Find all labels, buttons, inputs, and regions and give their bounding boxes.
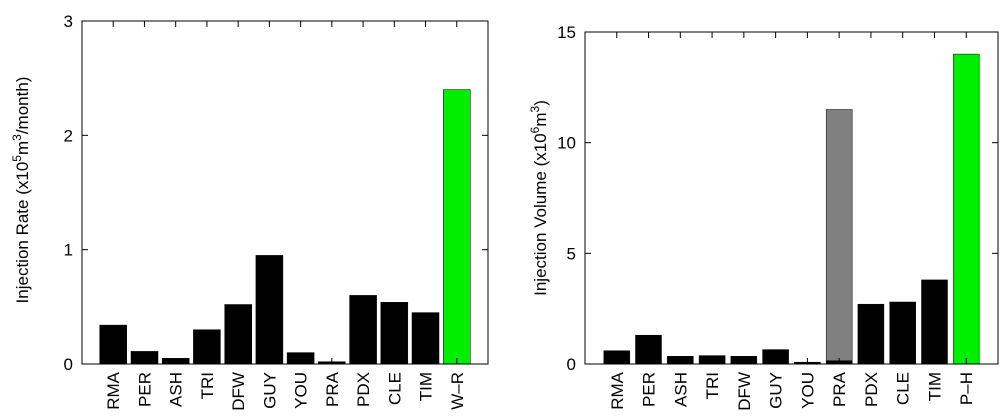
category-label: PER [135,372,154,407]
bar-overlay-pra [825,109,853,361]
bar-pdx [857,303,885,365]
category-label: TRI [198,372,217,399]
bar-tim [411,312,440,365]
category-label: P–H [957,372,976,405]
category-label: DFW [229,372,248,411]
y-tick-label: 0 [64,355,73,374]
y-axis-title-superscript: 5 [10,155,24,162]
category-label: PRA [830,371,849,407]
y-axis-title-text: ) [531,100,550,106]
y-axis-title-text: m [13,141,32,155]
category-label: RMA [104,371,123,409]
category-label: PRA [323,371,342,407]
y-tick-label: 5 [567,244,576,263]
category-label: PDX [862,372,881,407]
y-axis-title-text: m [531,112,550,126]
y-axis-title-text: Injection Rate (x10 [13,162,32,304]
bar-guy [255,255,284,365]
y-axis-title-superscript: 3 [528,105,542,112]
y-axis-title-superscript: 3 [10,134,24,141]
category-label: ASH [671,372,690,407]
y-axis-title-text: Injection Volume (x10 [531,133,550,296]
y-axis-title-superscript: 6 [528,126,542,133]
bar-pdx [349,295,377,365]
category-label: YOU [292,372,311,409]
y-tick-label: 15 [557,23,576,42]
y-axis-title: Injection Volume (x106m3) [528,100,550,296]
y-tick-label: 1 [64,241,73,260]
bar-cle [380,302,409,365]
plot-frame [81,20,489,365]
category-label: CLE [385,372,404,405]
category-label: PDX [354,372,373,407]
bar-cle [889,301,916,365]
bar-dfw [224,304,252,365]
bar-rma [99,324,127,365]
category-label: CLE [894,372,913,405]
plot-frame [584,31,999,365]
y-tick-label: 0 [567,355,576,374]
category-label: GUY [260,372,279,409]
y-tick-label: 3 [64,12,73,31]
category-label: TRI [703,372,722,399]
category-label: ASH [167,372,186,407]
category-label: TIM [417,372,436,401]
y-tick-label: 2 [64,126,73,145]
category-label: DFW [735,372,754,411]
y-tick-label: 10 [557,134,576,153]
injection-volume-chart: 0 5 10 15 RMA PER ASH TRI DFW GUY YOU PRA PDX CLE TIM P… [528,23,999,411]
injection-rate-chart: 0 1 2 3 RMA PER ASH TRI DFW GUY YOU PRA PDX CLE TIM W–R… [10,12,489,411]
category-label: GUY [767,372,786,409]
category-label: W–R [448,372,467,410]
bar-wr [443,89,471,365]
category-label: PER [640,372,659,407]
category-label: TIM [925,372,944,401]
bar-tim [921,279,948,365]
category-label: YOU [798,372,817,409]
bar-ph [952,53,980,365]
y-axis-title: Injection Rate (x105m3/month) [10,77,32,304]
y-axis-title-text: /month) [13,77,32,135]
category-label: RMA [608,371,627,409]
